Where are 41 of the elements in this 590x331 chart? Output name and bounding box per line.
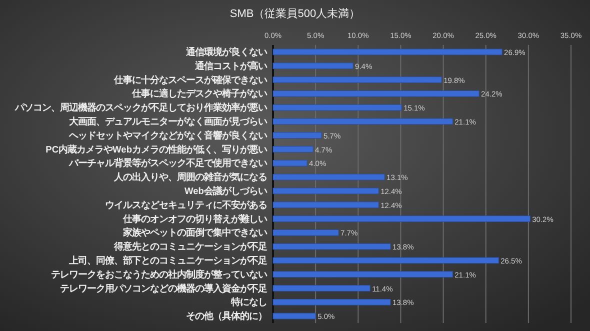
bar: [272, 104, 402, 111]
bar: [272, 202, 379, 208]
bar: [272, 312, 316, 320]
chart-title: SMB（従業員500人未満）: [230, 7, 360, 20]
bar: [272, 132, 322, 139]
bar: [272, 188, 379, 194]
bar: [272, 118, 453, 125]
bar: [272, 76, 442, 83]
y-tick-label: 大画面、デュアルモニターがなく画面が見づらい: [69, 116, 267, 126]
bar: [272, 146, 314, 152]
bar: [272, 48, 502, 56]
y-tick-label: パソコン、周辺機器のスペックが不足しており作業効率が悪い: [14, 102, 267, 113]
y-tick-label: テレワークをおこなうための社内制度が整っていない: [51, 269, 267, 280]
y-tick-label: 上司、同僚、部下とのコミュニケーションが不足: [68, 255, 267, 266]
y-tick-label: PC内蔵カメラやWebカメラの性能が低く、写りが悪い: [46, 144, 267, 154]
bar: [272, 271, 453, 278]
y-tick-label: ウイルスなどセキュリティに不安がある: [105, 200, 267, 210]
bar: [272, 160, 308, 166]
bar: [272, 229, 339, 236]
y-tick-label: 家族やペットの面倒で集中できない: [122, 228, 267, 238]
bar: [272, 174, 385, 180]
y-tick-label: 仕事に十分なスペースが確保できない: [113, 74, 267, 85]
y-tick-label: ヘッドセットやマイクなどがなく音響が良くない: [68, 130, 267, 140]
y-tick-label: テレワーク用パソコンなどの機器の導入資金が不足: [60, 283, 267, 294]
y-tick-label: 仕事に適したデスクや椅子がない: [131, 88, 267, 99]
bar: [272, 243, 391, 250]
y-tick-label: 通信環境が良くない: [185, 46, 267, 57]
bar: [272, 298, 391, 306]
bar: [272, 90, 480, 97]
bar: [272, 62, 354, 70]
y-tick-label: 特になし: [230, 297, 267, 308]
y-tick-label: バーチャル背景等がスペック不足で使用できない: [68, 158, 267, 168]
y-tick-label: Web会議がしづらい: [184, 186, 267, 196]
bar: [272, 216, 530, 222]
y-tick-label: 通信コストが高い: [194, 60, 267, 71]
bar: [272, 257, 499, 264]
y-tick-label: その他（具体的に）: [186, 311, 267, 322]
y-tick-label: 仕事のオンオフの切り替えが難しい: [122, 214, 267, 224]
y-tick-label: 得意先とのコミュニケーションが不足: [113, 242, 267, 252]
y-tick-label: 人の出入りや、周囲の雑音が気になる: [113, 172, 267, 182]
bar: [272, 285, 370, 292]
